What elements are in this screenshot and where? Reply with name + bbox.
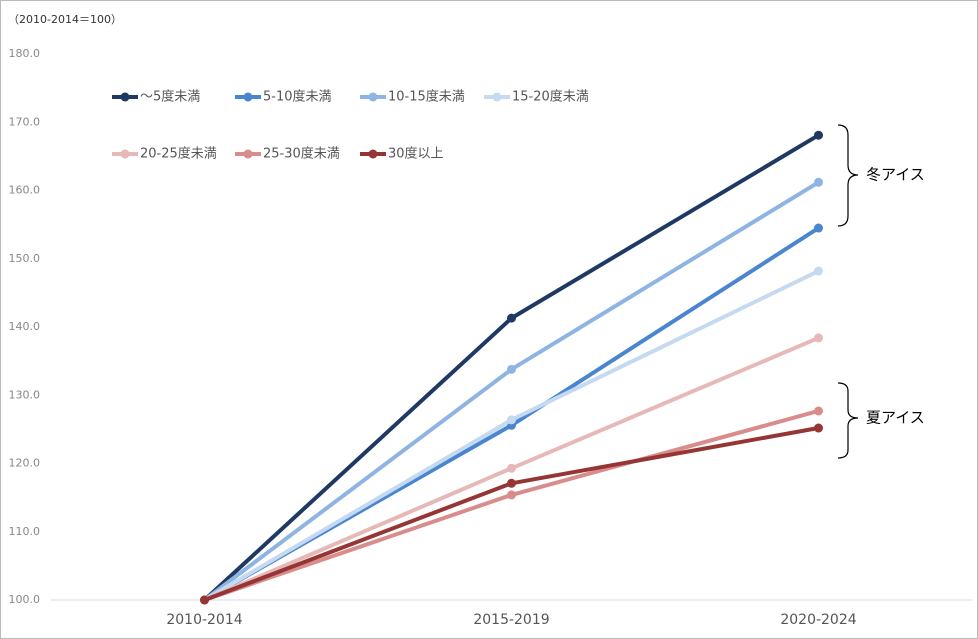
data-point: [507, 415, 516, 425]
x-tick-label: 2015-2019: [473, 612, 549, 628]
legend-marker: [492, 92, 502, 102]
x-tick-label: 2020-2024: [780, 612, 856, 628]
unit-label: （2010-2014＝100）: [8, 13, 122, 26]
y-tick-label: 180.0: [9, 47, 41, 60]
data-point: [507, 313, 516, 323]
y-tick-label: 100.0: [9, 593, 41, 606]
data-point: [200, 595, 209, 605]
data-point: [814, 266, 823, 276]
data-point: [814, 130, 823, 140]
legend-label: 5-10度未満: [263, 89, 332, 105]
legend-label: 30度以上: [388, 146, 444, 162]
legend-label: 25-30度未満: [263, 146, 340, 162]
y-tick-label: 140.0: [9, 320, 41, 333]
y-tick-label: 150.0: [9, 252, 41, 265]
brace: [837, 124, 859, 227]
data-point: [814, 223, 823, 233]
data-point: [507, 463, 516, 473]
data-point: [507, 478, 516, 488]
brace: [837, 382, 859, 459]
data-point: [814, 406, 823, 416]
annotation: 夏アイス: [866, 409, 925, 427]
annotation: 冬アイス: [866, 166, 925, 184]
legend-label: ～5度未満: [140, 89, 200, 105]
legend-label: 10-15度未満: [388, 89, 465, 105]
data-point: [507, 490, 516, 500]
data-point: [814, 177, 823, 187]
y-tick-label: 110.0: [9, 525, 41, 538]
legend-marker: [368, 92, 378, 102]
legend-marker: [243, 149, 253, 159]
legend-label: 15-20度未満: [512, 89, 589, 105]
legend-label: 20-25度未満: [140, 146, 217, 162]
legend-marker: [120, 149, 130, 159]
y-tick-label: 130.0: [9, 388, 41, 401]
data-point: [507, 364, 516, 374]
legend-marker: [243, 92, 253, 102]
y-tick-label: 160.0: [9, 184, 41, 197]
legend-marker: [120, 92, 130, 102]
x-tick-label: 2010-2014: [166, 612, 242, 628]
data-point: [814, 333, 823, 343]
legend-marker: [368, 149, 378, 159]
data-point: [814, 423, 823, 433]
y-tick-label: 120.0: [9, 457, 41, 470]
y-tick-label: 170.0: [9, 115, 41, 128]
